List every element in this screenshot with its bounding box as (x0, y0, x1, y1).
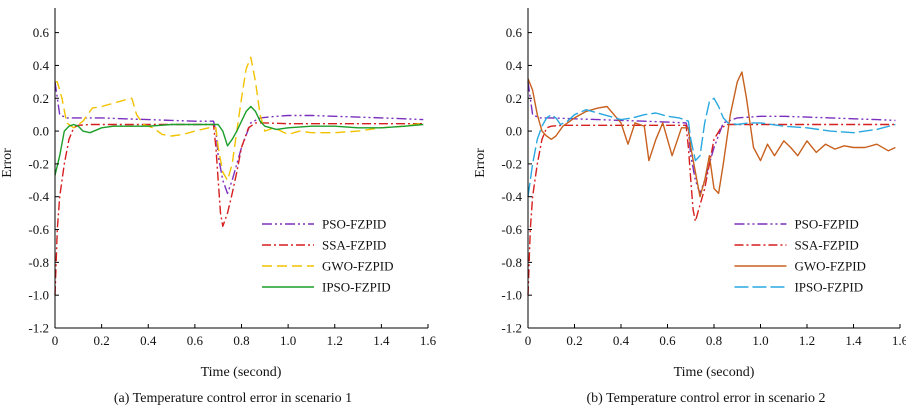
chart-b-series-gwo-fzpid-line (527, 71, 896, 198)
chart-b-legend-label: IPSO-FZPID (794, 280, 863, 295)
chart-a-caption: (a) Temperature control error in scenari… (114, 391, 352, 406)
chart-b-series-pso-fzpid-line (527, 81, 896, 195)
chart-a-legend-label: PSO-FZPID (322, 217, 386, 232)
chart-a-legend-label: SSA-FZPID (322, 238, 386, 253)
chart-b-x-tick-label: 1.2 (799, 333, 815, 348)
chart-b-legend-label: PSO-FZPID (794, 217, 858, 232)
chart-b-x-tick-label: 0.4 (613, 333, 630, 348)
chart-b-x-tick-label: 0.2 (566, 333, 582, 348)
chart-a-y-tick-label: 0.2 (33, 91, 49, 106)
chart-b-y-tick-label: -1.0 (501, 288, 522, 303)
chart-b-legend-label: SSA-FZPID (794, 238, 858, 253)
chart-a-y-tick-label: -0.4 (28, 189, 49, 204)
chart-a-series-ipso-fzpid-line (54, 105, 424, 176)
chart-b-y-tick-label: -0.2 (501, 156, 522, 171)
chart-a-y-tick-label: -0.6 (28, 222, 49, 237)
chart-a-legend-label: GWO-FZPID (322, 259, 394, 274)
chart-b-y-tick-label: -0.8 (501, 255, 522, 270)
chart-b-x-tick-label: 0.8 (706, 333, 722, 348)
chart-a-series-pso-fzpid-line (54, 81, 424, 195)
chart-b-x-tick-label: 0 (525, 333, 532, 348)
chart-b-x-tick-label: 1.4 (845, 333, 862, 348)
chart-b-y-tick-label: -0.6 (501, 222, 522, 237)
chart-b-y-tick-label: 0.2 (506, 91, 522, 106)
chart-a-y-tick-label: 0.0 (33, 124, 49, 139)
chart-a-y-tick-label: 0.4 (33, 58, 50, 73)
chart-a-x-tick-label: 0.2 (94, 333, 110, 348)
chart-a-y-tick-label: -0.8 (28, 255, 49, 270)
chart-a-y-tick-label: 0.6 (33, 25, 50, 40)
chart-b-series-ssa-fzpid-line (527, 123, 896, 296)
chart-b-y-tick-label: -1.2 (501, 321, 522, 336)
chart-b-ylabel: Error (473, 148, 488, 178)
chart-b-y-tick-label: 0.4 (506, 58, 523, 73)
chart-b-x-tick-label: 0.6 (659, 333, 676, 348)
chart-a-x-tick-label: 0.6 (187, 333, 204, 348)
chart-a-legend-label: IPSO-FZPID (322, 280, 391, 295)
chart-a-x-tick-label: 1.0 (280, 333, 296, 348)
chart-a-y-tick-label: -0.2 (28, 156, 49, 171)
chart-a-x-tick-label: 1.2 (327, 333, 343, 348)
chart-a-x-tick-label: 1.4 (373, 333, 390, 348)
chart-b-x-tick-label: 1.0 (752, 333, 768, 348)
chart-a-ylabel: Error (0, 148, 15, 178)
chart-a-y-tick-label: -1.0 (28, 288, 49, 303)
chart-b-y-tick-label: -0.4 (501, 189, 522, 204)
chart-a-temperature-error-scenario-1: 0 0.2 0.4 0.6 0.8 1.0 1.2 1.4 1.6 -1.2 -1.0 -0.8 -0.… (0, 8, 437, 406)
chart-a-x-tick-label: 0 (52, 333, 59, 348)
chart-a-y-tick-label: -1.2 (28, 321, 49, 336)
chart-a-series-gwo-fzpid-line (55, 56, 424, 182)
chart-b-x-tick-label: 1.6 (892, 333, 906, 348)
chart-a-x-tick-label: 0.8 (233, 333, 249, 348)
chart-b-caption: (b) Temperature control error in scenari… (587, 391, 826, 406)
chart-b-xlabel: Time (second) (674, 365, 755, 380)
chart-b-series-ipso-fzpid-line (527, 97, 896, 197)
chart-b-y-tick-label: 0.6 (506, 25, 523, 40)
chart-a-x-tick-label: 0.4 (140, 333, 157, 348)
chart-a-xlabel: Time (second) (201, 365, 282, 380)
chart-b-y-tick-label: 0.0 (506, 124, 522, 139)
chart-a-series-ssa-fzpid-line (54, 122, 424, 296)
chart-b-legend-label: GWO-FZPID (794, 259, 866, 274)
chart-a-x-tick-label: 1.6 (420, 333, 437, 348)
chart-b-temperature-error-scenario-2: 0 0.2 0.4 0.6 0.8 1.0 1.2 1.4 1.6 -1.2 -1.0 -0.8 -0.… (473, 8, 906, 406)
